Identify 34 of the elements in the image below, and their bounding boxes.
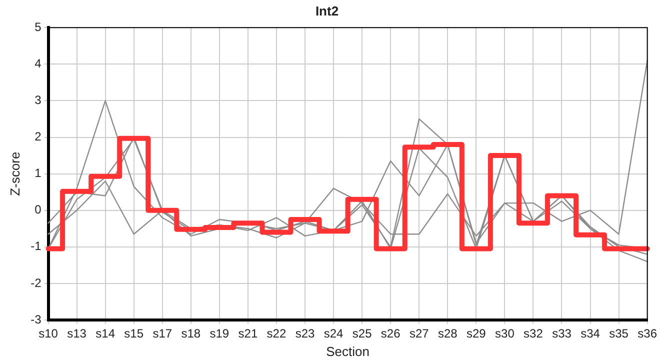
y-tick-label: -1 xyxy=(30,239,42,254)
x-tick-label: s27 xyxy=(409,326,430,341)
x-tick-label: s28 xyxy=(438,326,458,341)
x-tick-label: s24 xyxy=(324,326,344,341)
x-tick-label: s21 xyxy=(238,326,258,341)
x-tick-label: s25 xyxy=(352,326,372,341)
y-tick-label: 2 xyxy=(34,130,42,144)
x-tick-label: s10 xyxy=(38,326,58,341)
x-tick-label: s14 xyxy=(96,326,116,341)
x-tick-label: s36 xyxy=(638,326,658,341)
x-tick-label: s18 xyxy=(181,326,201,341)
chart-title: Int2 xyxy=(315,3,339,18)
x-tick-label: s32 xyxy=(524,326,544,341)
y-axis-title: Z-score xyxy=(7,152,22,196)
x-tick-label: s34 xyxy=(580,326,600,341)
x-tick-label: s26 xyxy=(380,326,401,341)
x-tick-label: s13 xyxy=(67,326,87,341)
y-tick-label: 1 xyxy=(34,166,42,180)
x-tick-label: s30 xyxy=(495,326,515,341)
y-tick-label: -2 xyxy=(30,276,42,290)
y-tick-label: -3 xyxy=(30,312,42,326)
x-tick-label: s19 xyxy=(210,326,230,341)
x-tick-label: s29 xyxy=(466,326,486,341)
y-tick-label: 3 xyxy=(34,93,42,108)
y-tick-label: 0 xyxy=(34,202,42,217)
x-tick-label: s15 xyxy=(124,326,144,341)
x-tick-label: s23 xyxy=(295,326,315,341)
x-tick-label: s17 xyxy=(152,326,172,341)
y-tick-label: 4 xyxy=(34,56,42,70)
x-tick-label: s33 xyxy=(552,326,572,341)
y-tick-label: 5 xyxy=(34,20,42,34)
x-tick-label: s22 xyxy=(266,326,286,341)
x-tick-label: s35 xyxy=(609,326,629,341)
x-axis-title: Section xyxy=(326,344,370,359)
